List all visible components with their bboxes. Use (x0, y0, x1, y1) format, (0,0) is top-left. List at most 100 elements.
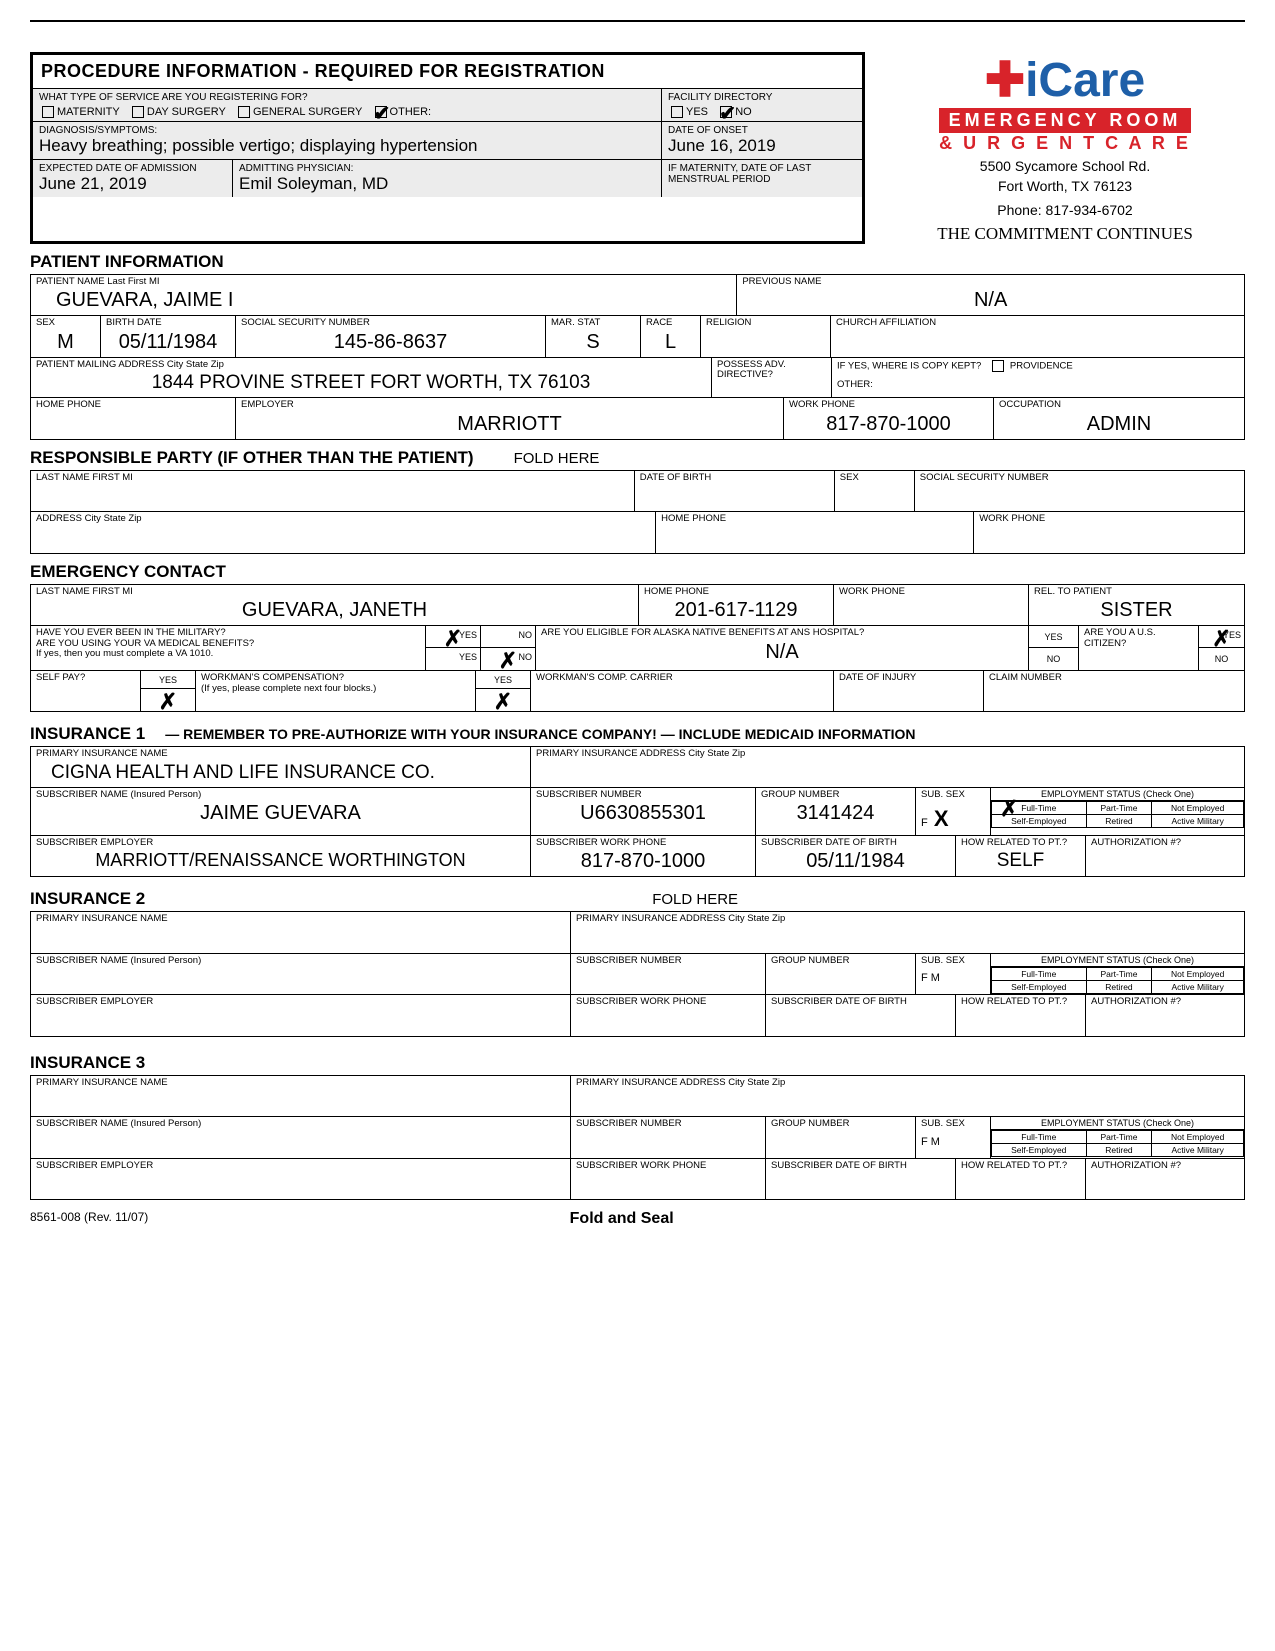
er-label: EMERGENCY ROOM (939, 108, 1192, 133)
birth-label: BIRTH DATE (106, 318, 230, 328)
footer: 8561-008 (Rev. 11/07) Fold and Seal (30, 1210, 1245, 1228)
name-label: PATIENT NAME Last First MI (36, 277, 731, 287)
mar-val: S (551, 331, 635, 354)
ec-name-val: GUEVARA, JANETH (36, 599, 633, 622)
ins2-addr-label: PRIMARY INSURANCE ADDRESS City State Zip (576, 914, 1239, 924)
ins1-rel-val: SELF (961, 850, 1080, 872)
ins1-subnum-label: SUBSCRIBER NUMBER (536, 790, 750, 800)
adm-phys-label: ADMITTING PHYSICIAN: (239, 163, 655, 174)
ins3-name-label: PRIMARY INSURANCE NAME (36, 1078, 565, 1088)
resp-addr-label: ADDRESS City State Zip (36, 514, 650, 524)
ins1-emp-table: Full-Time✗Part-TimeNot Employed Self-Emp… (991, 801, 1244, 828)
birth-val: 05/11/1984 (106, 331, 230, 354)
facility-yes-checkbox[interactable] (671, 106, 683, 118)
ins2-auth-label: AUTHORIZATION #? (1091, 997, 1239, 1007)
providence-checkbox[interactable] (992, 360, 1004, 372)
brand-name: iCare (1025, 54, 1145, 107)
ins3-dob-label: SUBSCRIBER DATE OF BIRTH (771, 1161, 950, 1171)
va-note: If yes, then you must complete a VA 1010… (36, 649, 420, 659)
addr1: 5500 Sycamore School Rd. (885, 158, 1245, 174)
top-rule (30, 20, 1245, 22)
va-no-x: ✗ (499, 648, 517, 673)
procedure-title: PROCEDURE INFORMATION - REQUIRED FOR REG… (33, 55, 862, 89)
ins2-subnum-label: SUBSCRIBER NUMBER (576, 956, 760, 966)
other-checkbox[interactable] (375, 106, 387, 118)
resp-home-label: HOME PHONE (661, 514, 968, 524)
facility-label: FACILITY DIRECTORY (668, 92, 856, 103)
ins3-addr-label: PRIMARY INSURANCE ADDRESS City State Zip (576, 1078, 1239, 1088)
ins3-rel-label: HOW RELATED TO PT.? (961, 1161, 1080, 1171)
ins2-empstat-label: EMPLOYMENT STATUS (Check One) (991, 954, 1244, 967)
onset-label: DATE OF ONSET (668, 125, 856, 136)
ec-home-val: 201-617-1129 (644, 599, 828, 622)
resp-dob-label: DATE OF BIRTH (640, 473, 829, 483)
copy-label: IF YES, WHERE IS COPY KEPT? PROVIDENCE (837, 360, 1239, 372)
self-label: SELF PAY? (36, 673, 135, 683)
occ-label: OCCUPATION (999, 400, 1239, 410)
mail-val: 1844 PROVINE STREET FORT WORTH, TX 76103 (36, 372, 706, 394)
logo-block: ✚iCare EMERGENCY ROOM & U R G E N T C A … (885, 52, 1245, 244)
ec-rel-label: REL. TO PATIENT (1034, 587, 1239, 597)
ins1-addr-label: PRIMARY INSURANCE ADDRESS City State Zip (536, 749, 1239, 759)
ins1-subname-label: SUBSCRIBER NAME (Insured Person) (36, 790, 525, 800)
ins1-grp-val: 3141424 (761, 802, 910, 825)
sex-val: M (36, 331, 95, 354)
onset-value: June 16, 2019 (668, 136, 776, 155)
ins1-sex-x: X (934, 806, 949, 831)
emp-label: EMPLOYER (241, 400, 778, 410)
ins1-subnum-val: U6630855301 (536, 802, 750, 825)
ins1-wp-val: 817-870-1000 (536, 850, 750, 873)
wc-q: WORKMAN'S COMPENSATION? (201, 673, 470, 683)
ins2-subname-label: SUBSCRIBER NAME (Insured Person) (36, 956, 565, 966)
emp-val: MARRIOTT (241, 413, 778, 436)
ins1-auth-label: AUTHORIZATION #? (1091, 838, 1239, 848)
us-q: ARE YOU A U.S. CITIZEN? (1084, 628, 1193, 649)
church-label: CHURCH AFFILIATION (836, 318, 1239, 328)
resp-work-label: WORK PHONE (979, 514, 1239, 524)
ins1-dob-label: SUBSCRIBER DATE OF BIRTH (761, 838, 950, 848)
ssn-val: 145-86-8637 (241, 331, 540, 354)
patient-info-title: PATIENT INFORMATION (30, 252, 1245, 272)
ins1-name-label: PRIMARY INSURANCE NAME (36, 749, 525, 759)
day-surgery-checkbox[interactable] (132, 106, 144, 118)
facility-no-checkbox[interactable] (720, 106, 732, 118)
gen-surgery-checkbox[interactable] (238, 106, 250, 118)
plus-icon: ✚ (985, 54, 1025, 107)
ins1-sex-label: SUB. SEX (921, 790, 985, 800)
ssn-label: SOCIAL SECURITY NUMBER (241, 318, 540, 328)
ins2-wp-label: SUBSCRIBER WORK PHONE (576, 997, 760, 1007)
ins1-subemp-label: SUBSCRIBER EMPLOYER (36, 838, 525, 848)
ec-name-label: LAST NAME FIRST MI (36, 587, 633, 597)
home-label: HOME PHONE (36, 400, 230, 410)
ins1-dob-val: 05/11/1984 (761, 850, 950, 873)
ins1-note: — REMEMBER TO PRE-AUTHORIZE WITH YOUR IN… (165, 726, 915, 742)
exp-adm-value: June 21, 2019 (39, 174, 147, 193)
mar-label: MAR. STAT (551, 318, 635, 328)
ins1-title: INSURANCE 1 (30, 724, 145, 744)
mat-label: IF MATERNITY, DATE OF LAST MENSTRUAL PER… (668, 163, 856, 185)
fold-seal: Fold and Seal (148, 1210, 1095, 1228)
ins3-empstat-label: EMPLOYMENT STATUS (Check One) (991, 1117, 1244, 1130)
commit: THE COMMITMENT CONTINUES (885, 224, 1245, 244)
sex-label: SEX (36, 318, 95, 328)
ins3-grp-label: GROUP NUMBER (771, 1119, 910, 1129)
resp-sex-label: SEX (840, 473, 909, 483)
maternity-checkbox[interactable] (42, 106, 54, 118)
ins2-emp-table: Full-TimePart-TimeNot Employed Self-Empl… (991, 967, 1244, 994)
prev-name: N/A (742, 289, 1239, 312)
ins1-grp-label: GROUP NUMBER (761, 790, 910, 800)
claim-label: CLAIM NUMBER (989, 673, 1239, 683)
prev-name-label: PREVIOUS NAME (742, 277, 1239, 287)
fold-here-2: FOLD HERE (145, 891, 1245, 908)
procedure-box: PROCEDURE INFORMATION - REQUIRED FOR REG… (30, 52, 865, 244)
ins3-auth-label: AUTHORIZATION #? (1091, 1161, 1239, 1171)
wc-note: (If yes, please complete next four block… (201, 684, 470, 694)
ec-rel-val: SISTER (1034, 599, 1239, 622)
ec-work-label: WORK PHONE (839, 587, 1023, 597)
wc-no-x: ✗ (494, 689, 512, 714)
ec-title: EMERGENCY CONTACT (30, 562, 1245, 582)
ins2-subemp-label: SUBSCRIBER EMPLOYER (36, 997, 565, 1007)
ak-val: N/A (541, 641, 1023, 664)
header-row: PROCEDURE INFORMATION - REQUIRED FOR REG… (30, 52, 1245, 244)
race-val: L (646, 331, 695, 354)
